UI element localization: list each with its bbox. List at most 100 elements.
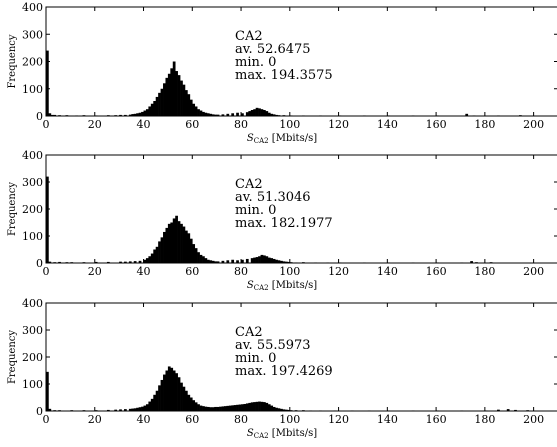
- histogram-bar: [258, 108, 261, 116]
- histogram-bar: [150, 253, 154, 263]
- histogram-bar: [284, 409, 288, 411]
- y-tick-label: 300: [22, 28, 43, 41]
- histogram-bar: [206, 406, 210, 411]
- histogram-bar: [248, 111, 252, 116]
- histogram-bar: [506, 409, 510, 411]
- histogram-bar: [160, 88, 164, 116]
- histogram-bar: [160, 237, 164, 263]
- axes-frame: [45, 302, 557, 412]
- histogram-bar: [145, 258, 149, 263]
- histogram-bar: [53, 114, 57, 116]
- histogram-bar: [245, 403, 249, 411]
- x-tick-label: 40: [137, 265, 151, 278]
- histogram-bar: [282, 409, 286, 411]
- histogram-bar: [175, 373, 178, 411]
- x-tick-label: 200: [523, 265, 544, 278]
- histogram-bar: [258, 256, 261, 263]
- histogram-bar: [265, 256, 269, 263]
- histogram-bar: [136, 113, 139, 116]
- histogram-bar: [94, 261, 98, 263]
- histogram-bar: [46, 176, 49, 263]
- histogram-bars: [46, 176, 493, 263]
- y-tick-label: 0: [36, 110, 43, 123]
- histogram-bar: [182, 226, 186, 263]
- histogram-bar: [184, 390, 188, 411]
- histogram-bar: [514, 409, 517, 411]
- histogram-bar: [267, 404, 271, 411]
- histogram-bars: [46, 366, 530, 411]
- x-tick-label: 120: [328, 413, 349, 426]
- histogram-bar: [48, 261, 52, 263]
- x-tick-label: 200: [523, 118, 544, 131]
- histogram-bar: [231, 405, 235, 411]
- histogram-bar: [223, 406, 227, 411]
- histogram-bar: [255, 401, 259, 411]
- x-tick-label: 80: [234, 413, 248, 426]
- histogram-bar: [128, 408, 132, 411]
- histogram-bar: [158, 92, 161, 116]
- x-tick-label: 140: [377, 118, 398, 131]
- histogram-bar: [170, 68, 174, 116]
- histogram-bar: [138, 407, 142, 411]
- histogram-bar: [231, 259, 235, 263]
- stats-annotation-line: CA2: [235, 29, 263, 44]
- histogram-bar: [180, 382, 183, 411]
- histogram-bar: [277, 260, 281, 263]
- histogram-bar: [177, 75, 181, 116]
- histogram-bar: [133, 408, 137, 411]
- histogram-bar: [106, 261, 110, 263]
- y-tick-label: 400: [22, 1, 43, 14]
- histogram-bar: [226, 260, 230, 263]
- histogram-bar: [192, 103, 196, 116]
- histogram-bar: [260, 254, 264, 263]
- histogram-bar: [243, 403, 247, 411]
- histogram-bar: [241, 113, 244, 116]
- histogram-bar: [167, 366, 171, 411]
- histogram-bar: [211, 407, 215, 411]
- histogram-bar: [124, 409, 127, 411]
- histogram-bar: [141, 111, 144, 116]
- histogram-bar: [133, 261, 137, 263]
- histogram-bar: [184, 230, 188, 263]
- histogram-bar: [175, 71, 178, 116]
- x-axis-label: SCA2 [Mbits/s]: [247, 428, 317, 440]
- x-tick-label: 100: [279, 118, 300, 131]
- histogram-bar: [253, 109, 256, 116]
- stats-annotation-line: av. 51.3046: [235, 190, 311, 205]
- histogram-bar: [48, 113, 52, 116]
- histogram-bar: [153, 394, 157, 411]
- x-tick-label: 0: [43, 118, 50, 131]
- histogram-bar: [165, 227, 169, 263]
- histogram-panel-2: 0 20 40 60 80 100 120 140 160 180 200 0 100 200 300 400…: [7, 149, 557, 292]
- x-tick-label: 20: [88, 265, 102, 278]
- histogram-bar: [143, 110, 147, 116]
- histogram-bar: [172, 370, 176, 411]
- histogram-bar: [143, 405, 147, 411]
- x-tick-label: 120: [328, 265, 349, 278]
- histogram-bar: [216, 114, 220, 116]
- y-axis-label: Frequency: [7, 34, 18, 88]
- histogram-bar: [197, 404, 200, 411]
- x-tick-label: 180: [474, 118, 495, 131]
- y-tick-label: 100: [22, 378, 43, 391]
- x-tick-label: 180: [474, 413, 495, 426]
- histogram-bar: [272, 258, 276, 263]
- histogram-bar: [199, 254, 203, 263]
- histogram-bar: [138, 260, 142, 263]
- histogram-bar: [206, 113, 210, 116]
- histogram-bar: [250, 402, 254, 411]
- histogram-bar: [182, 386, 186, 411]
- histogram-bar: [250, 110, 254, 116]
- histogram-bar: [194, 248, 198, 263]
- histogram-bar: [245, 258, 249, 263]
- stats-annotation-line: av. 55.5973: [235, 338, 311, 353]
- histogram-bar: [167, 223, 171, 263]
- histogram-bar: [204, 258, 208, 263]
- x-tick-label: 160: [426, 118, 447, 131]
- y-tick-label: 100: [22, 230, 43, 243]
- histogram-bar: [204, 406, 208, 411]
- y-tick-label: 0: [36, 257, 43, 270]
- x-tick-label: 0: [43, 413, 50, 426]
- histogram-panel-3: 0 20 40 60 80 100 120 140 160 180 200 0 100 200 300 400…: [7, 297, 557, 440]
